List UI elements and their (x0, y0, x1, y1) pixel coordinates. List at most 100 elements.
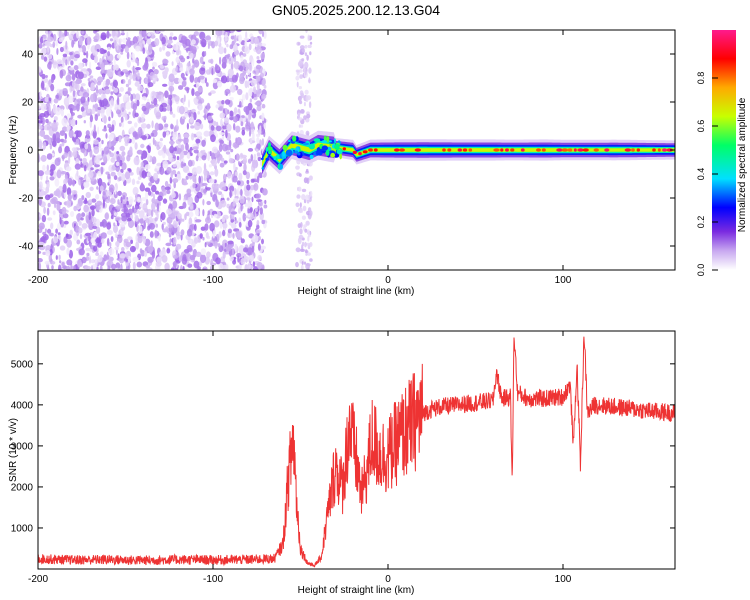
spectrogram-noise-blob (67, 58, 70, 65)
spectrogram-noise-blob (162, 160, 169, 169)
spectrogram-noise-blob (244, 39, 248, 49)
spectrogram-noise-blob (39, 113, 46, 118)
spectrogram-noise-blob (220, 75, 228, 84)
spectrogram-noise-blob (106, 230, 113, 235)
spectrogram-peak (292, 135, 297, 142)
spectrogram-noise-blob (135, 241, 140, 250)
spectrogram-noise-blob (260, 52, 266, 60)
spectrogram-noise-blob (134, 142, 138, 150)
spectrogram-noise-blob (114, 232, 118, 238)
spectrogram-noise-blob (254, 207, 258, 212)
spectrogram-noise-blob (301, 188, 307, 193)
spectrogram-noise-blob (220, 193, 224, 199)
spectrogram-noise-blob (75, 120, 78, 125)
spectrogram-noise-blob (187, 172, 193, 177)
spectrogram-noise-blob (66, 187, 72, 196)
spectrogram-noise-blob (84, 100, 90, 107)
spectrogram-noise-blob (119, 145, 126, 152)
spectrogram-noise-blob (93, 245, 98, 252)
spectrogram-noise-blob (132, 73, 136, 81)
spectrogram-noise-blob (39, 129, 46, 137)
spectrogram-noise-blob (207, 115, 213, 121)
spectrogram-noise-blob (256, 56, 260, 60)
spectrogram-noise-blob (164, 123, 169, 128)
spectrogram-noise-blob (108, 139, 112, 148)
spectrogram-peak (567, 148, 573, 152)
spectrogram-noise-blob (214, 168, 219, 177)
spectrogram-noise-blob (80, 217, 84, 221)
spectrogram-noise-blob (99, 185, 104, 192)
spectrogram-noise-blob (220, 199, 227, 208)
spectrogram-noise-blob (158, 141, 163, 148)
spectrogram-noise-blob (84, 197, 88, 204)
spectrogram-noise-blob (186, 122, 189, 130)
spectrogram-peak (468, 148, 473, 152)
spectrogram-noise-blob (127, 196, 134, 205)
spectrogram-noise-blob (154, 122, 160, 131)
spectrogram-noise-blob (162, 45, 166, 51)
spectrogram-noise-blob (40, 80, 45, 89)
spectrogram-noise-blob (132, 261, 136, 270)
spectrogram-noise-blob (141, 96, 147, 101)
spectrogram-noise-blob (257, 156, 262, 162)
spectrogram-noise-blob (139, 217, 144, 224)
spectrogram-noise-blob (51, 196, 58, 204)
spectrogram-peak (336, 149, 343, 155)
spectrogram-noise-blob (97, 242, 102, 248)
spectrogram-noise-blob (86, 252, 90, 257)
spectrogram-noise-blob (243, 37, 249, 41)
spectrogram-noise-blob (228, 157, 234, 164)
spectrogram-noise-blob (113, 175, 118, 181)
spectrogram-noise-blob (104, 86, 110, 90)
spectrogram-noise-blob (51, 122, 58, 128)
spectrogram-noise-blob (135, 58, 138, 64)
spectrogram-noise-blob (48, 137, 52, 145)
spectrogram-noise-blob (227, 68, 234, 78)
spectrogram-noise-blob (168, 223, 173, 229)
spectrogram-noise-blob (136, 99, 140, 107)
spectrogram-noise-blob (245, 171, 251, 180)
spectrogram-noise-blob (209, 171, 215, 176)
spectrogram-noise-blob (211, 41, 216, 49)
snr-y-label: SNR (10 * v/v) (8, 418, 19, 482)
spectrogram-noise-blob (159, 104, 164, 112)
spectrogram-noise-blob (63, 178, 67, 186)
spectrogram-noise-blob (150, 132, 155, 137)
spectrogram-noise-blob (137, 176, 142, 181)
spectrogram-noise-blob (308, 101, 312, 109)
spectrogram-noise-blob (157, 195, 163, 202)
spectrogram-noise-blob (124, 114, 128, 121)
spectrogram-noise-blob (145, 198, 149, 206)
spectrogram-noise-blob (204, 242, 207, 248)
spectrogram-noise-blob (180, 72, 185, 79)
spectrogram-noise-blob (119, 253, 126, 259)
spectrogram-noise-blob (233, 34, 237, 43)
spectrogram-noise-blob (192, 64, 195, 70)
spectrogram-noise-blob (51, 75, 54, 84)
spectrogram-noise-blob (46, 181, 50, 189)
spectrogram-noise-blob (103, 115, 107, 124)
spectrogram-noise-blob (174, 95, 180, 102)
spectrogram-noise-blob (140, 135, 147, 140)
spectrogram-noise-blob (183, 94, 186, 102)
spectrogram-noise-blob (184, 113, 189, 118)
spectrogram-noise-blob (68, 156, 71, 164)
spectrogram-noise-blob (66, 259, 73, 266)
spectrogram-noise-blob (170, 267, 175, 270)
spectrogram-noise-blob (137, 126, 143, 135)
spectrogram-noise-blob (38, 241, 45, 247)
spectrogram-marks (38, 30, 675, 270)
spectrogram-peak (666, 148, 674, 152)
spectrogram-noise-blob (68, 56, 72, 62)
spectrogram-noise-blob (180, 229, 185, 236)
spectrogram-noise-blob (73, 265, 77, 270)
spectrogram-peak (352, 150, 357, 154)
spectrogram-noise-blob (304, 228, 308, 233)
spectrogram-noise-blob (192, 146, 199, 150)
spectrogram-noise-blob (81, 30, 85, 35)
spectrogram-noise-blob (147, 82, 154, 88)
spectrogram-noise-blob (196, 191, 203, 199)
spectrogram-noise-blob (200, 79, 207, 84)
y-tick-label: 2000 (11, 482, 34, 493)
spectrogram-noise-blob (58, 254, 61, 260)
